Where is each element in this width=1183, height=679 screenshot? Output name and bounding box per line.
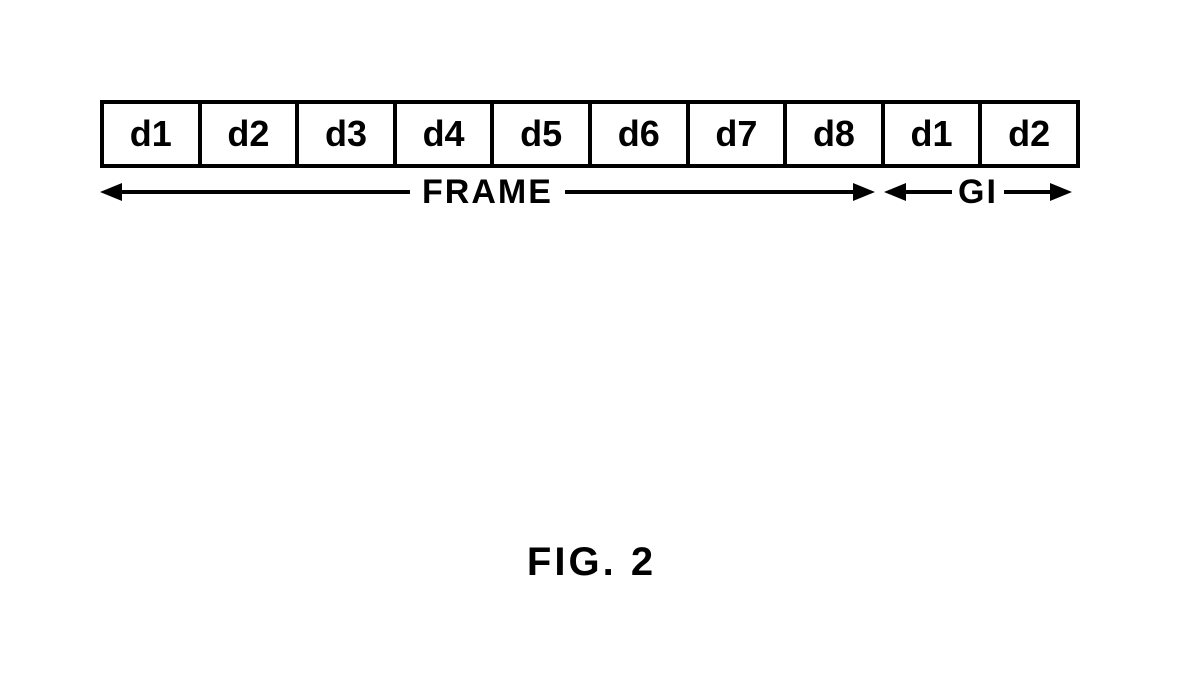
cell-d8: d8 bbox=[787, 104, 885, 164]
cell-gi-d1: d1 bbox=[885, 104, 983, 164]
gi-arrow-right-icon bbox=[1004, 177, 1072, 207]
labels-row: FRAME GI bbox=[100, 172, 1080, 232]
cell-d3: d3 bbox=[299, 104, 397, 164]
frame-label: FRAME bbox=[422, 173, 553, 212]
cell-d2: d2 bbox=[202, 104, 300, 164]
cell-d7: d7 bbox=[690, 104, 788, 164]
gi-arrow-left-icon bbox=[884, 177, 952, 207]
figure-caption: FIG. 2 bbox=[527, 540, 656, 585]
frame-arrow-group: FRAME bbox=[100, 172, 884, 212]
cell-d4: d4 bbox=[397, 104, 495, 164]
frame-arrow-right-icon bbox=[565, 177, 875, 207]
diagram-container: d1 d2 d3 d4 d5 d6 d7 d8 d1 d2 FRAME bbox=[100, 100, 1080, 232]
cell-gi-d2: d2 bbox=[982, 104, 1080, 164]
gi-arrow-group: GI bbox=[884, 172, 1080, 212]
frame-arrow-left-icon bbox=[100, 177, 410, 207]
cell-d5: d5 bbox=[494, 104, 592, 164]
cells-row: d1 d2 d3 d4 d5 d6 d7 d8 d1 d2 bbox=[100, 100, 1080, 168]
cell-d1: d1 bbox=[104, 104, 202, 164]
gi-label: GI bbox=[958, 173, 998, 212]
cell-d6: d6 bbox=[592, 104, 690, 164]
